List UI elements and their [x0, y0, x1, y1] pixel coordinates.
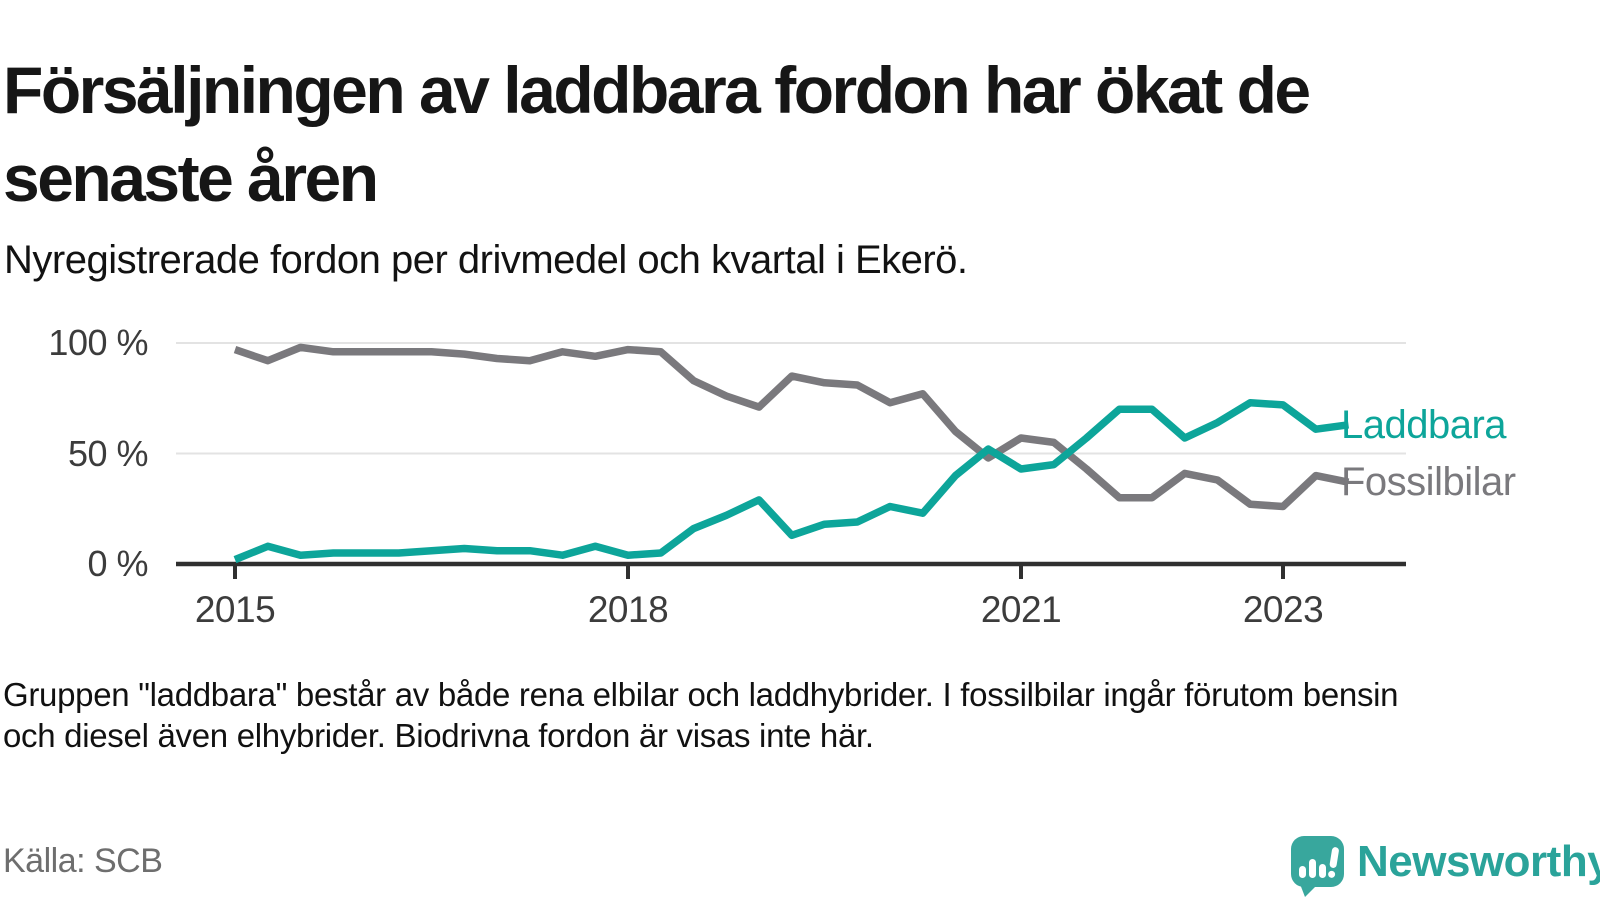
y-axis-tick-label: 100 % — [48, 322, 148, 363]
y-axis-tick-label: 0 % — [87, 543, 148, 584]
x-axis-tick-label: 2023 — [1242, 589, 1324, 630]
chart-footnote-line-2: och diesel även elhybrider. Biodrivna fo… — [3, 717, 874, 754]
x-axis-tick-label: 2015 — [194, 589, 276, 630]
chart-title: Försäljningen av laddbara fordon har öka… — [3, 46, 1311, 222]
logo-bar-1 — [1299, 866, 1306, 878]
logo-bar-2 — [1309, 859, 1316, 878]
series-line-laddbara — [233, 398, 1350, 564]
chart-title-line-1: Försäljningen av laddbara fordon har öka… — [3, 53, 1311, 128]
chart-title-line-2: senaste åren — [3, 141, 379, 216]
chart-footnote-line-1: Gruppen "laddbara" består av både rena e… — [3, 676, 1399, 713]
newsworthy-speech-bubble-bar-chart-icon — [1291, 836, 1344, 897]
source-attribution: Källa: SCB — [3, 842, 163, 880]
x-axis-tick-label: 2021 — [980, 589, 1062, 630]
logo-exclamation — [1327, 846, 1340, 879]
newsworthy-logo: Newsworthy — [1291, 836, 1600, 897]
series-line-fossilbilar — [233, 343, 1350, 511]
y-axis-tick-label: 50 % — [67, 432, 149, 474]
chart-footnote: Gruppen "laddbara" består av både rena e… — [3, 674, 1399, 756]
logo-bar-3 — [1319, 864, 1326, 878]
x-axis-tick-label: 2018 — [587, 589, 669, 630]
series-end-label-laddbara: Laddbara — [1341, 402, 1507, 447]
newsworthy-logo-text: Newsworthy — [1357, 836, 1600, 886]
chart-subtitle: Nyregistrerade fordon per drivmedel och … — [4, 238, 968, 282]
series-end-label-fossilbilar: Fossilbilar — [1341, 460, 1516, 505]
